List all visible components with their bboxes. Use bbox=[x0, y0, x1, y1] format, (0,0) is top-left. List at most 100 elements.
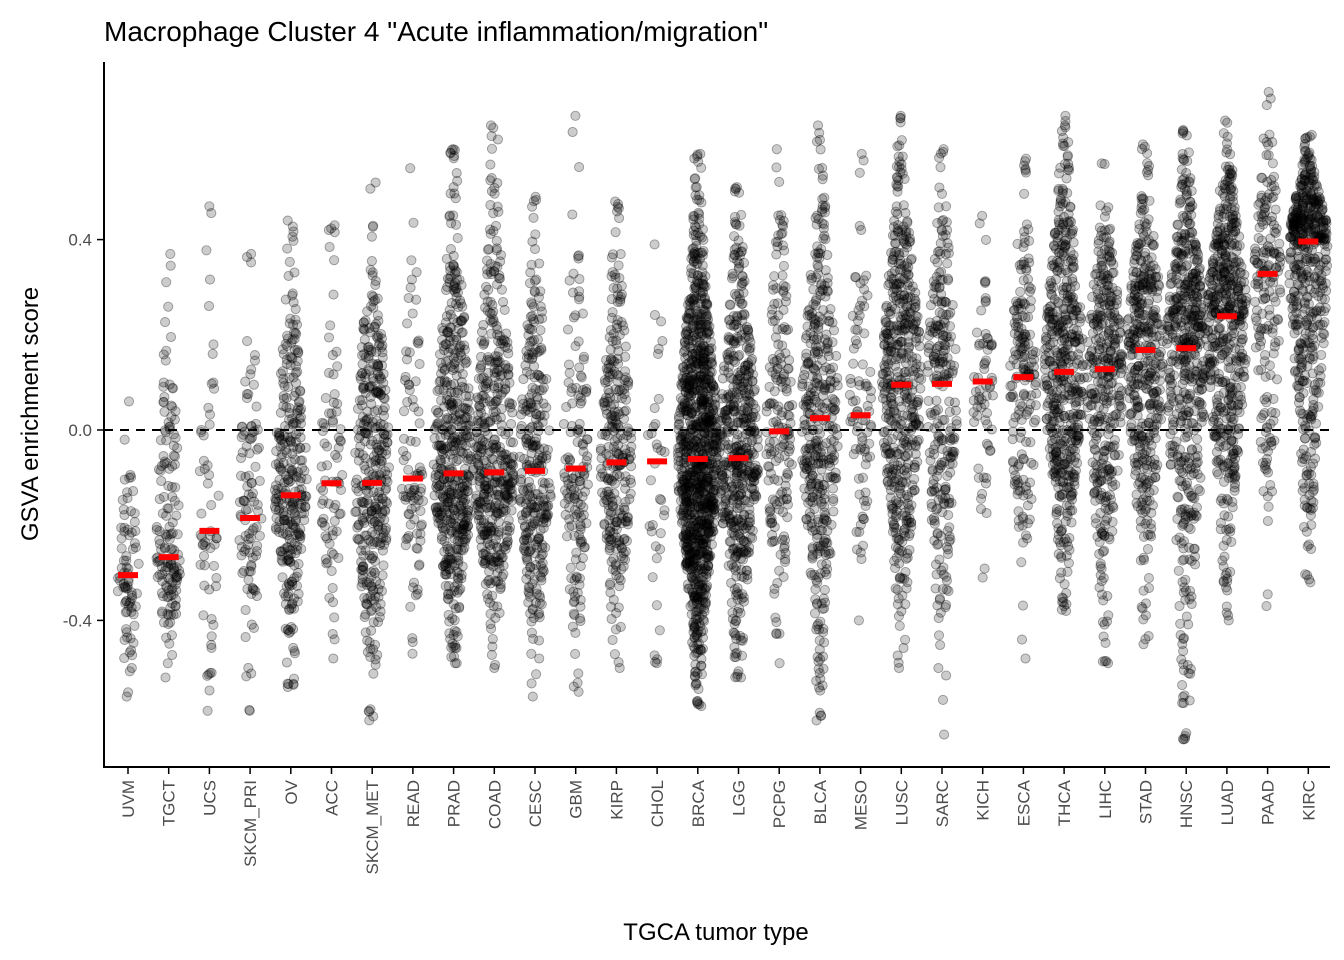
data-point bbox=[246, 248, 257, 259]
data-point bbox=[484, 554, 495, 565]
data-point bbox=[168, 568, 179, 579]
data-point bbox=[206, 500, 217, 511]
data-point bbox=[297, 462, 308, 473]
data-point bbox=[131, 588, 142, 599]
data-point bbox=[737, 554, 748, 565]
data-point bbox=[495, 338, 506, 349]
data-point bbox=[450, 298, 462, 309]
data-point bbox=[155, 435, 166, 446]
data-point bbox=[124, 472, 135, 483]
data-point bbox=[119, 526, 130, 537]
data-point bbox=[531, 588, 542, 599]
data-point bbox=[767, 304, 778, 315]
data-point bbox=[241, 671, 252, 682]
data-point bbox=[651, 600, 662, 611]
data-point bbox=[169, 451, 180, 462]
data-point bbox=[734, 250, 746, 261]
data-point bbox=[286, 599, 297, 610]
data-point bbox=[352, 403, 364, 414]
data-point bbox=[606, 312, 617, 323]
data-point bbox=[527, 578, 538, 589]
data-point bbox=[244, 704, 255, 716]
data-point bbox=[281, 657, 292, 668]
data-point bbox=[291, 544, 302, 556]
data-point bbox=[606, 601, 617, 612]
data-point bbox=[209, 539, 220, 550]
data-point bbox=[446, 525, 457, 536]
data-point bbox=[163, 503, 174, 514]
data-point bbox=[778, 285, 789, 296]
data-point bbox=[254, 475, 265, 486]
data-point bbox=[158, 451, 169, 462]
data-point bbox=[608, 441, 619, 453]
data-point bbox=[606, 294, 617, 305]
data-point bbox=[411, 543, 422, 554]
data-point bbox=[361, 508, 373, 519]
data-point bbox=[410, 436, 421, 447]
data-point bbox=[570, 648, 581, 659]
data-point bbox=[620, 471, 631, 482]
data-point bbox=[154, 526, 165, 537]
data-point bbox=[729, 552, 740, 563]
data-point bbox=[536, 385, 548, 396]
data-point bbox=[520, 508, 532, 519]
data-point bbox=[605, 587, 616, 598]
data-point bbox=[474, 510, 485, 521]
data-point bbox=[738, 592, 749, 603]
data-point bbox=[496, 419, 507, 430]
data-point bbox=[294, 385, 306, 396]
data-point bbox=[251, 522, 262, 533]
data-point bbox=[405, 601, 416, 612]
data-point bbox=[398, 455, 409, 466]
data-point bbox=[372, 386, 383, 397]
data-point bbox=[689, 546, 700, 558]
data-point bbox=[413, 560, 424, 571]
data-point bbox=[122, 583, 133, 594]
data-point bbox=[121, 691, 132, 702]
data-point bbox=[819, 584, 830, 595]
data-point bbox=[503, 348, 514, 359]
data-point bbox=[171, 575, 183, 586]
data-point bbox=[286, 436, 297, 448]
data-point bbox=[496, 571, 508, 582]
data-point bbox=[619, 533, 630, 544]
data-point bbox=[777, 507, 789, 518]
data-point bbox=[241, 441, 252, 452]
data-point bbox=[525, 324, 536, 335]
data-point bbox=[527, 336, 538, 347]
data-point bbox=[117, 494, 128, 505]
data-point bbox=[331, 346, 342, 357]
data-point bbox=[206, 639, 217, 650]
data-point bbox=[213, 490, 224, 501]
data-point bbox=[129, 538, 140, 549]
data-point bbox=[127, 544, 138, 555]
data-point bbox=[526, 616, 537, 627]
data-point bbox=[324, 241, 335, 253]
data-point bbox=[127, 650, 138, 661]
data-point bbox=[174, 569, 185, 580]
data-point bbox=[692, 151, 703, 162]
data-point bbox=[281, 555, 292, 566]
data-point bbox=[574, 573, 585, 584]
data-point bbox=[292, 345, 303, 356]
data-point bbox=[326, 547, 337, 558]
points-PCPG bbox=[761, 144, 798, 669]
data-point bbox=[483, 284, 494, 295]
data-point bbox=[120, 596, 132, 607]
data-point bbox=[577, 553, 588, 564]
data-point bbox=[368, 551, 379, 562]
data-point bbox=[570, 310, 581, 321]
data-point bbox=[693, 278, 705, 289]
data-point bbox=[241, 388, 253, 400]
data-point bbox=[378, 410, 390, 421]
data-point bbox=[121, 606, 133, 617]
data-point bbox=[605, 325, 617, 336]
data-point bbox=[196, 427, 207, 438]
data-point bbox=[740, 361, 751, 372]
data-point bbox=[541, 517, 552, 528]
data-point bbox=[476, 326, 488, 337]
data-point bbox=[158, 591, 169, 602]
data-point bbox=[748, 449, 759, 460]
data-point bbox=[783, 446, 794, 457]
data-point bbox=[167, 528, 178, 539]
